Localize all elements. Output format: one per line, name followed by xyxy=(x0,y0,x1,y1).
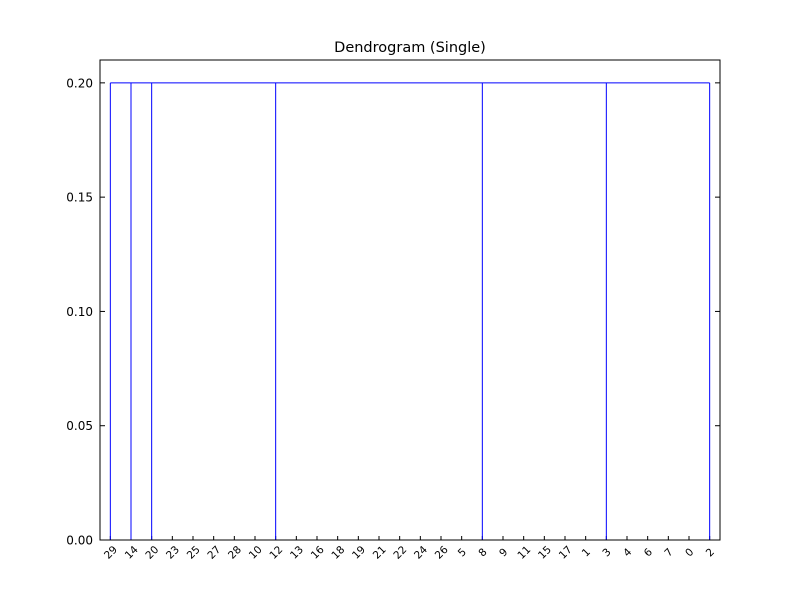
leaf-label: 11 xyxy=(515,544,533,562)
leaf-label: 7 xyxy=(662,546,675,559)
leaf-label: 28 xyxy=(226,544,244,562)
leaf-label: 10 xyxy=(247,544,265,562)
y-tick-label: 0.05 xyxy=(66,419,93,433)
leaf-label: 4 xyxy=(621,546,634,559)
leaf-label: 17 xyxy=(557,544,575,562)
leaf-label: 14 xyxy=(123,544,141,562)
y-tick-label: 0.15 xyxy=(66,191,93,205)
y-tick-label: 0.00 xyxy=(66,534,93,548)
y-axis: 0.00 0.05 0.10 0.15 0.20 xyxy=(66,76,720,548)
leaf-label: 9 xyxy=(497,546,510,559)
leaf-label: 13 xyxy=(288,544,306,562)
leaf-label: 29 xyxy=(102,544,120,562)
leaf-label: 1 xyxy=(580,546,593,559)
leaf-label: 15 xyxy=(536,544,554,562)
leaf-label: 21 xyxy=(371,544,389,562)
leaf-label: 27 xyxy=(205,544,223,562)
leaf-label: 8 xyxy=(476,546,489,559)
dendrogram-links xyxy=(109,82,711,541)
leaf-label: 22 xyxy=(391,544,409,562)
leaf-label: 12 xyxy=(267,544,285,562)
y-tick-label: 0.10 xyxy=(66,305,93,319)
plot-frame xyxy=(99,59,721,541)
leaf-label: 0 xyxy=(683,546,696,559)
leaf-label: 26 xyxy=(433,544,451,562)
leaf-label: 19 xyxy=(350,544,368,562)
leaf-label: 23 xyxy=(164,544,182,562)
leaf-label: 20 xyxy=(143,544,161,562)
leaf-label: 25 xyxy=(185,544,203,562)
leaf-label: 16 xyxy=(309,544,327,562)
chart-title: Dendrogram (Single) xyxy=(334,40,486,56)
y-tick-label: 0.20 xyxy=(66,76,93,90)
leaf-label: 18 xyxy=(329,544,347,562)
leaf-label: 24 xyxy=(412,544,430,562)
leaf-label: 5 xyxy=(456,546,469,559)
leaf-label: 3 xyxy=(600,546,613,559)
leaf-label: 6 xyxy=(642,546,655,559)
leaf-label: 2 xyxy=(704,546,717,559)
